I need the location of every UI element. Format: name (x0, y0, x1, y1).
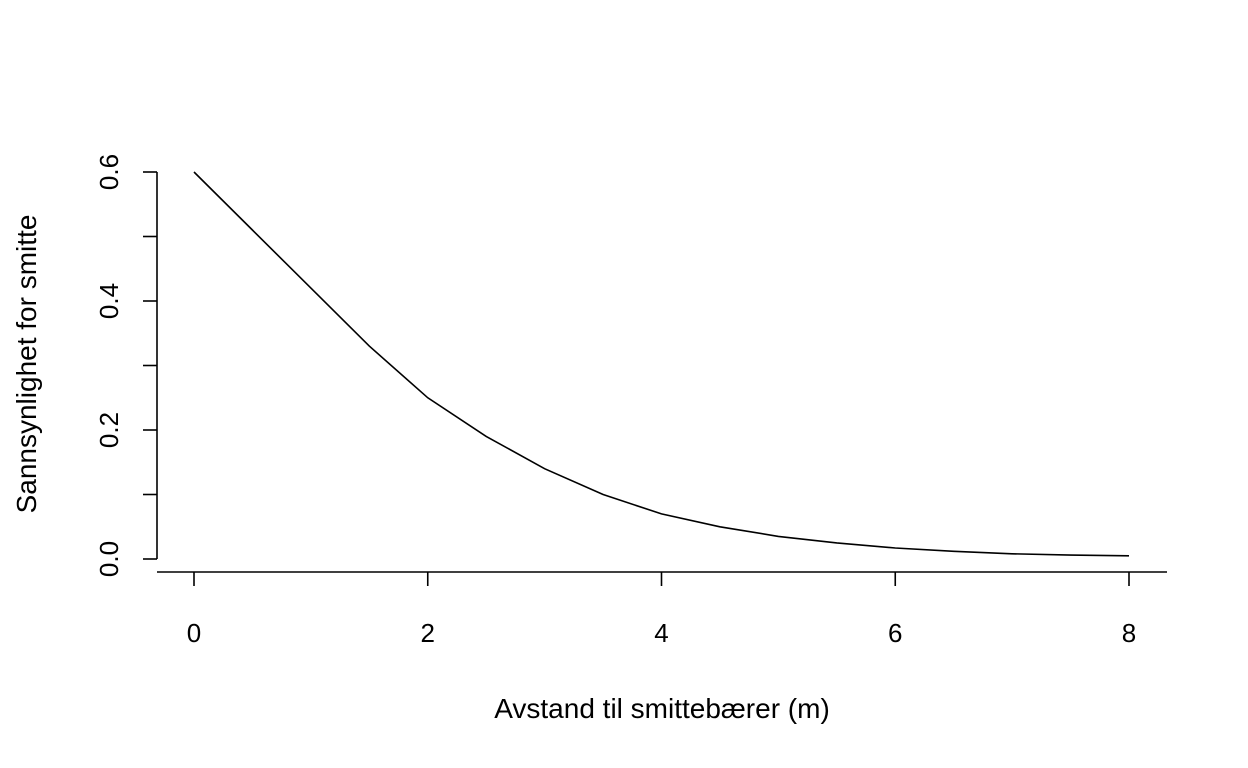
plot-area (193, 171, 1130, 557)
y-tick-label: 0.0 (94, 541, 124, 577)
x-tick-label: 4 (654, 618, 668, 648)
x-axis: 0 2 4 6 8 (157, 571, 1167, 648)
x-tick-label: 8 (1122, 618, 1136, 648)
y-tick-label: 0.2 (94, 412, 124, 448)
x-axis-title: Avstand til smittebærer (m) (494, 693, 830, 724)
x-tick-label: 6 (888, 618, 902, 648)
y-tick-label: 0.6 (94, 154, 124, 190)
series-line (193, 171, 1130, 557)
x-tick-label: 0 (187, 618, 201, 648)
y-axis: 0.0 0.2 0.4 0.6 (94, 154, 158, 577)
y-tick-label: 0.4 (94, 283, 124, 319)
y-axis-title: Sannsynlighet for smitte (11, 215, 42, 514)
x-tick-label: 2 (421, 618, 435, 648)
